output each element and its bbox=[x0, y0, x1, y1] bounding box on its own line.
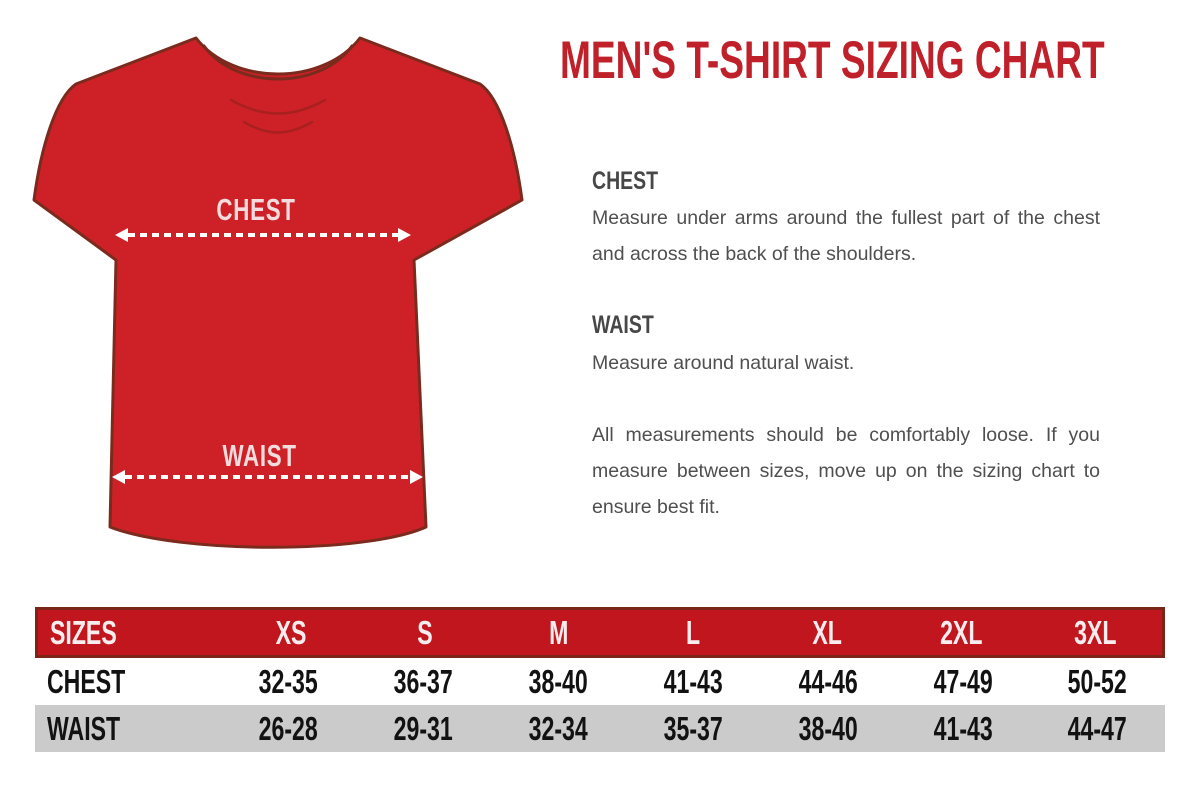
row-label-cell: CHEST bbox=[47, 662, 126, 700]
table-header-cell: XL bbox=[812, 613, 842, 651]
row-label-cell: WAIST bbox=[47, 709, 121, 747]
table-cell: 26-28 bbox=[258, 709, 318, 747]
waist-section-heading: WAIST bbox=[592, 311, 654, 339]
table-cell: 32-35 bbox=[258, 662, 318, 700]
table-header-cell: XS bbox=[275, 613, 307, 651]
chest-diagram-label: CHEST bbox=[196, 192, 316, 228]
table-header-cell: M bbox=[549, 613, 569, 651]
table-cell: 36-37 bbox=[393, 662, 453, 700]
table-header-cell: L bbox=[685, 613, 701, 651]
waist-section-body: Measure around natural waist. bbox=[592, 352, 855, 374]
table-cell: 50-52 bbox=[1068, 662, 1128, 700]
waist-measure-arrow bbox=[112, 470, 423, 484]
chest-measure-arrow bbox=[115, 228, 411, 242]
table-cell: 35-37 bbox=[663, 709, 723, 747]
table-cell: 41-43 bbox=[933, 709, 993, 747]
chest-section-body: Measure under arms around the fullest pa… bbox=[592, 207, 1100, 265]
table-header-cell: 3XL bbox=[1073, 613, 1117, 651]
tshirt-illustration: CHEST WAIST bbox=[28, 22, 528, 562]
arrow-right-icon bbox=[398, 228, 411, 242]
chest-table-row: CHEST 32-35 36-37 38-40 41-43 44-46 47-4… bbox=[35, 658, 1165, 705]
waist-diagram-label-text: WAIST bbox=[222, 438, 298, 473]
table-cell: 44-47 bbox=[1068, 709, 1128, 747]
table-cell: 29-31 bbox=[393, 709, 453, 747]
arrow-right-icon bbox=[410, 470, 423, 484]
tshirt-icon bbox=[32, 36, 524, 549]
table-header-cell: SIZES bbox=[50, 613, 117, 651]
table-cell: 44-46 bbox=[798, 662, 858, 700]
page-title: MEN'S T-SHIRT SIZING CHART bbox=[560, 31, 1105, 90]
table-header-cell: 2XL bbox=[939, 613, 983, 651]
arrow-left-icon bbox=[112, 470, 125, 484]
table-cell: 32-34 bbox=[528, 709, 588, 747]
table-cell: 38-40 bbox=[798, 709, 858, 747]
table-header-row: SIZES XS S M L XL 2XL 3XL bbox=[35, 607, 1165, 658]
chest-diagram-label-text: CHEST bbox=[216, 192, 296, 227]
arrow-left-icon bbox=[115, 228, 128, 242]
table-header-cell: S bbox=[417, 613, 433, 651]
sizing-table: SIZES XS S M L XL 2XL 3XL CHEST 32-35 36… bbox=[35, 607, 1165, 752]
table-cell: 41-43 bbox=[663, 662, 723, 700]
waist-table-row: WAIST 26-28 29-31 32-34 35-37 38-40 41-4… bbox=[35, 705, 1165, 752]
table-cell: 47-49 bbox=[933, 662, 993, 700]
waist-diagram-label: WAIST bbox=[200, 438, 320, 474]
table-cell: 38-40 bbox=[528, 662, 588, 700]
fit-note: All measurements should be comfortably l… bbox=[592, 424, 1100, 518]
chest-section-heading: CHEST bbox=[592, 167, 659, 195]
